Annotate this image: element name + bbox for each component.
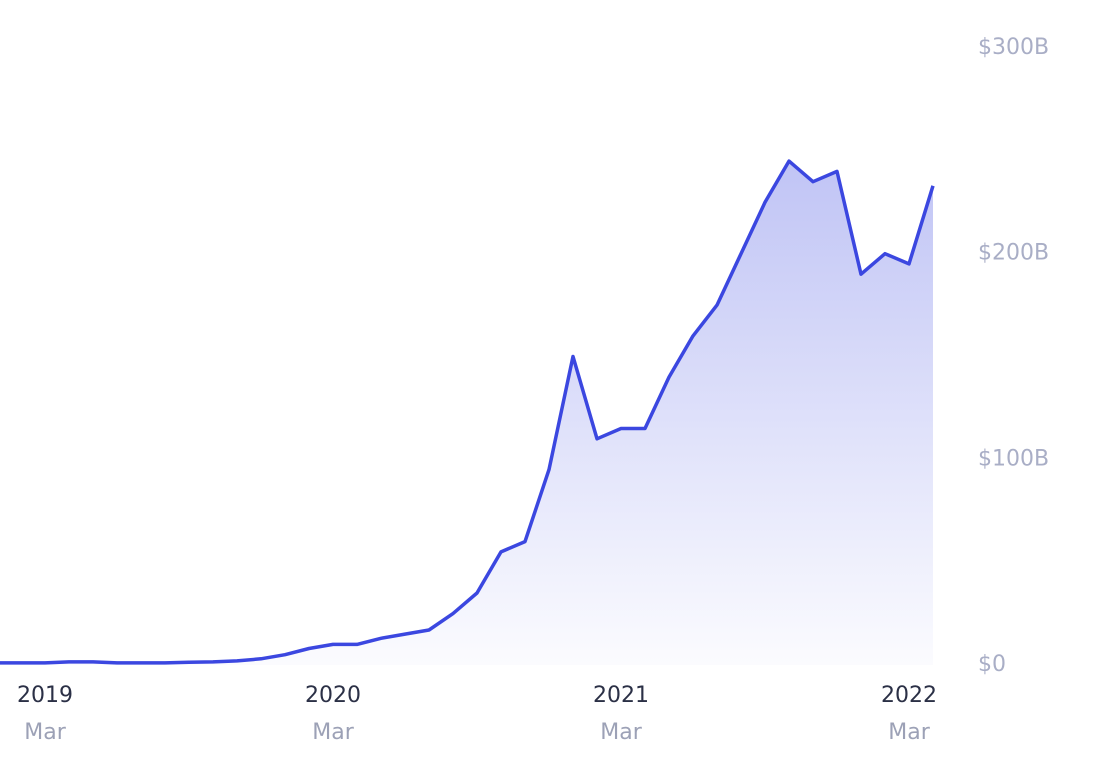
x-tick-month: Mar — [888, 720, 930, 745]
y-tick-label: $100B — [978, 446, 1049, 471]
x-tick-month: Mar — [312, 720, 354, 745]
line — [0, 159, 935, 665]
x-tick-month: Mar — [24, 720, 66, 745]
x-tick-year: 2019 — [17, 683, 73, 708]
y-tick-label: $300B — [978, 35, 1049, 60]
y-tick-label: $200B — [978, 241, 1049, 266]
x-tick-year: 2022 — [881, 683, 937, 708]
area-fill — [0, 161, 933, 665]
x-tick-year: 2021 — [593, 683, 649, 708]
x-tick-month: Mar — [600, 720, 642, 745]
y-tick-label: $0 — [978, 652, 1006, 677]
x-tick-year: 2020 — [305, 683, 361, 708]
